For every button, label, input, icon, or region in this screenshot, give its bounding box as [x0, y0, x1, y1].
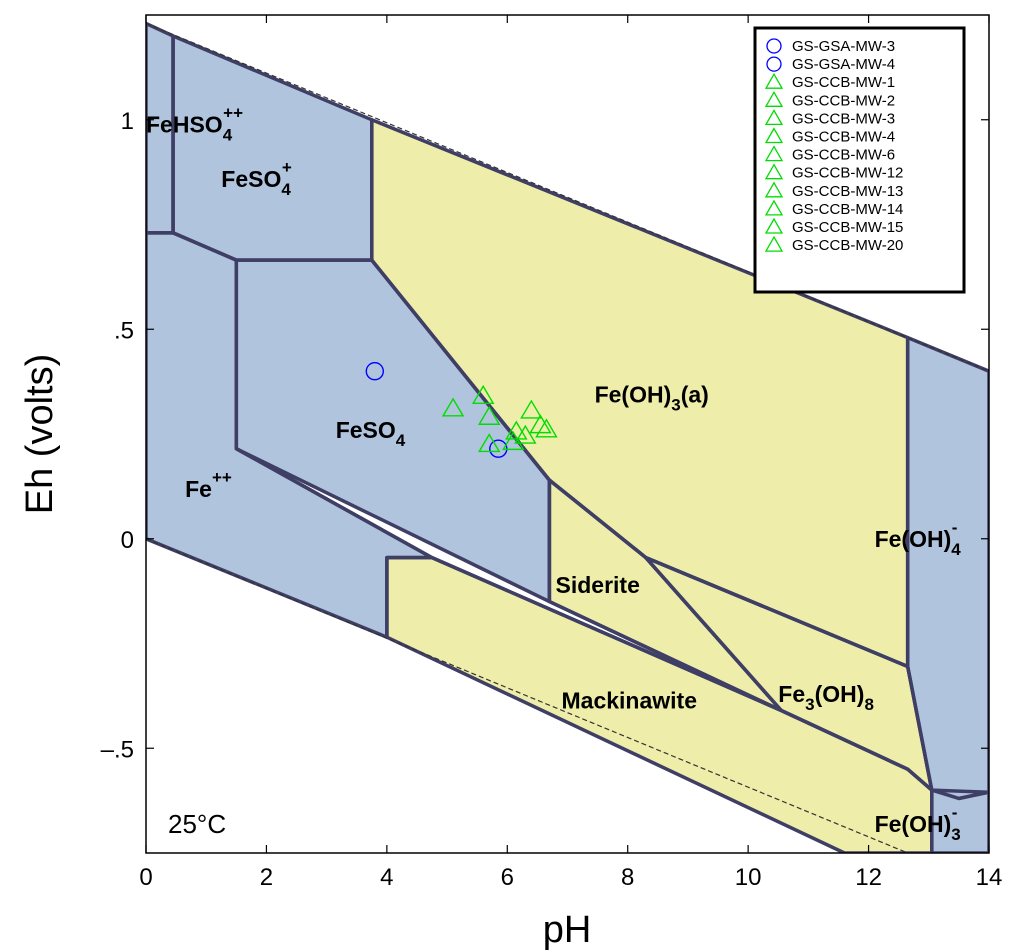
legend-entry: GS-GSA-MW-3 [792, 38, 895, 55]
legend-marker-circle [766, 38, 782, 54]
legend-marker-triangle [764, 145, 784, 162]
point-gs-ccb-mw-2 [471, 384, 495, 404]
point-gs-ccb-mw-15 [529, 414, 552, 434]
label-fe-oh-3-a-: Fe(OH)3(a) [595, 382, 709, 415]
x-tick-label: 8 [621, 864, 634, 891]
point-gs-ccb-mw-12 [505, 420, 528, 440]
x-tick-label: 14 [976, 864, 1003, 891]
legend-entry: GS-CCB-MW-15 [792, 219, 903, 236]
legend-entry: GS-CCB-MW-1 [792, 74, 895, 91]
legend-marker-triangle [764, 163, 784, 180]
legend-box [753, 26, 966, 294]
axis-ticks: 0 2 4 6 8 10 12 14 –.5 0 .5 1 [101, 15, 1003, 891]
legend-entry: GS-CCB-MW-13 [792, 183, 903, 200]
legend-marker-triangle [764, 127, 784, 144]
x-axis-label: pH [543, 909, 592, 951]
sample-points [365, 362, 558, 458]
legend-marker-triangle [764, 235, 784, 252]
label-fe3-oh-8: Fe3(OH)8 [778, 681, 874, 714]
point-gs-ccb-mw-6 [502, 430, 525, 451]
point-gs-ccb-mw-1 [441, 397, 465, 417]
boundary-line [385, 555, 432, 638]
label-feso4-: FeSO4+ [221, 158, 292, 199]
legend-entry: GS-CCB-MW-6 [792, 147, 895, 164]
legend-marker-triangle [764, 90, 784, 107]
point-gs-ccb-mw-3 [477, 405, 501, 425]
legend-marker-triangle [764, 72, 784, 89]
legend-marker-circle [766, 56, 782, 72]
x-tick-label: 6 [501, 864, 514, 891]
x-tick-label: 0 [139, 864, 152, 891]
stability-fields [146, 21, 989, 853]
x-tick-label: 4 [380, 864, 393, 891]
label-feso4: FeSO4 [336, 417, 406, 450]
field-boundaries [146, 36, 989, 853]
field-labels: FeHSO4++ FeSO4+ FeSO4 Fe++ Fe(OH)3(a) Siderit… [146, 103, 961, 844]
x-tick-label: 2 [260, 864, 273, 891]
legend-entry: GS-CCB-MW-3 [792, 110, 895, 127]
boundary-line [234, 260, 933, 792]
legend-marker-triangle [764, 109, 784, 126]
boundary-line [644, 556, 783, 712]
legend-entry: GS-CCB-MW-4 [792, 129, 895, 146]
label-mackinawite: Mackinawite [562, 687, 698, 713]
boundary-line [905, 337, 989, 794]
temperature-label: 25°C [168, 809, 226, 839]
y-tick-label: .5 [114, 317, 134, 344]
label-siderite: Siderite [556, 572, 640, 598]
y-tick-label: 0 [121, 527, 134, 554]
label-fehso4-: FeHSO4++ [146, 103, 243, 144]
y-tick-label: 1 [121, 108, 134, 135]
legend-entry: GS-CCB-MW-2 [792, 92, 895, 109]
legend-marker-triangle [764, 217, 784, 234]
legend-marker-triangle [764, 181, 784, 198]
x-tick-label: 12 [855, 864, 882, 891]
label-fe-oh-3-: Fe(OH)3- [875, 803, 961, 844]
legend-entry: GS-CCB-MW-12 [792, 165, 903, 182]
point-gs-ccb-mw-20 [535, 418, 558, 438]
y-tick-label: –.5 [101, 736, 134, 763]
point-gs-gsa-mw-3 [365, 362, 384, 381]
legend: GS-GSA-MW-3GS-GSA-MW-4GS-CCB-MW-1GS-CCB-… [753, 26, 966, 294]
legend-entry: GS-GSA-MW-4 [792, 56, 895, 73]
boundary-line [547, 480, 783, 713]
x-tick-label: 10 [735, 864, 762, 891]
plot-frame [145, 14, 990, 854]
legend-marker-triangle [764, 199, 784, 216]
label-fe-: Fe++ [185, 468, 232, 502]
legend-entry: GS-CCB-MW-20 [792, 237, 903, 254]
point-gs-ccb-mw-4 [477, 433, 501, 453]
label-fe-oh-4-: Fe(OH)4- [875, 518, 962, 559]
boundary-line [172, 119, 374, 262]
boundary-line [370, 259, 909, 669]
point-gs-ccb-mw-14 [520, 399, 543, 419]
legend-entry: GS-CCB-MW-14 [792, 201, 903, 218]
point-gs-ccb-mw-13 [514, 424, 537, 444]
y-axis-label: Eh (volts) [19, 354, 61, 514]
